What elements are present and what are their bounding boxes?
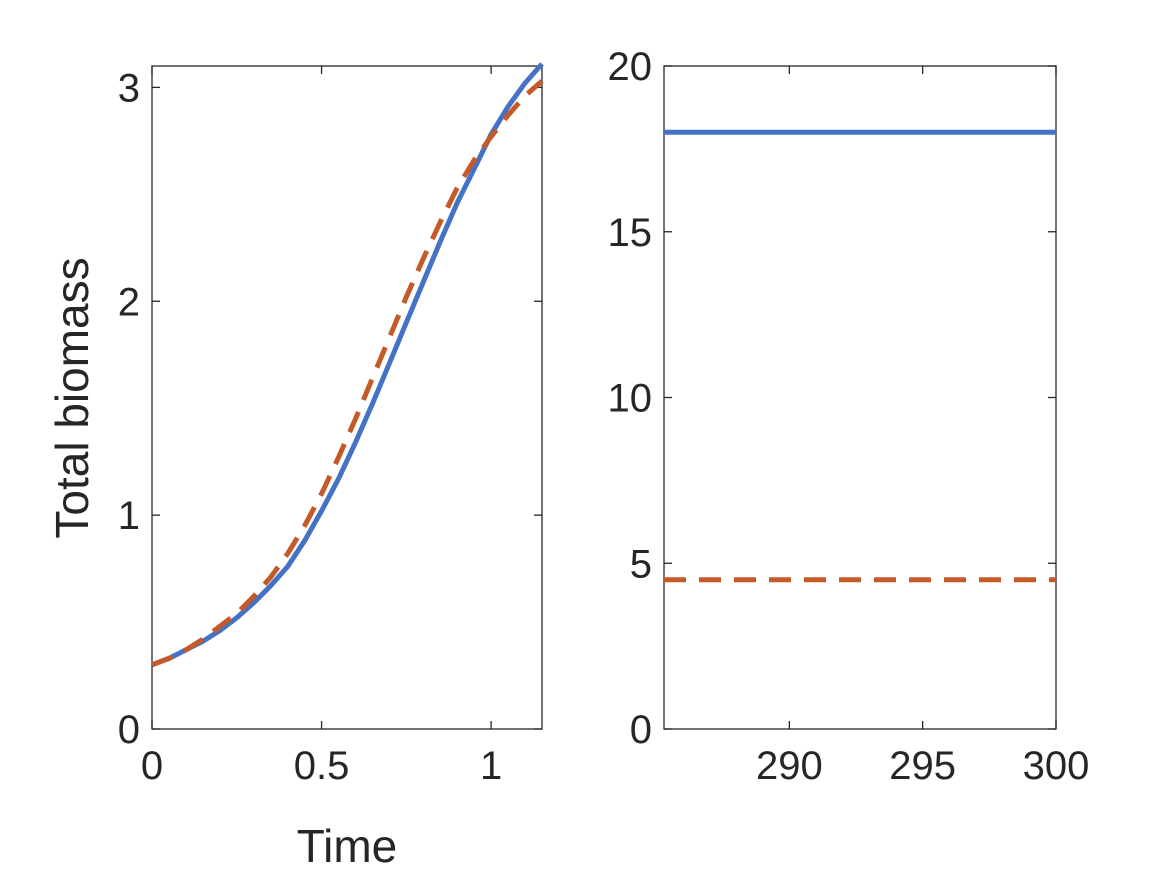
right-y-tick-label: 20	[608, 45, 653, 89]
left-y-tick-label: 3	[118, 66, 140, 110]
right-y-tick-label: 10	[608, 377, 653, 421]
left-y-axis-title: Total biomass	[46, 257, 98, 538]
left-x-tick-label: 0	[141, 744, 163, 788]
right-x-tick-label: 290	[756, 744, 823, 788]
left-y-tick-label: 0	[118, 708, 140, 752]
left-x-tick-label: 1	[480, 744, 502, 788]
left-x-tick-label: 0.5	[294, 744, 350, 788]
left-panel: 0 0.5 1 0 1 2 3	[118, 62, 544, 788]
right-y-tick-label: 15	[608, 211, 653, 255]
right-y-tick-label: 0	[630, 708, 652, 752]
left-series-dashed-line	[151, 79, 544, 668]
left-x-axis-title: Time	[297, 820, 398, 872]
left-axes-box	[151, 65, 543, 730]
left-y-tick-label: 1	[118, 494, 140, 538]
right-panel: 290 295 300 0 5 10 15 20	[608, 45, 1090, 788]
right-axes-box	[663, 65, 1057, 730]
right-x-tick-label: 300	[1023, 744, 1090, 788]
right-x-tick-label: 295	[889, 744, 956, 788]
left-y-tick-label: 2	[118, 280, 140, 324]
right-y-tick-label: 5	[630, 542, 652, 586]
left-series-solid-line	[151, 62, 544, 668]
